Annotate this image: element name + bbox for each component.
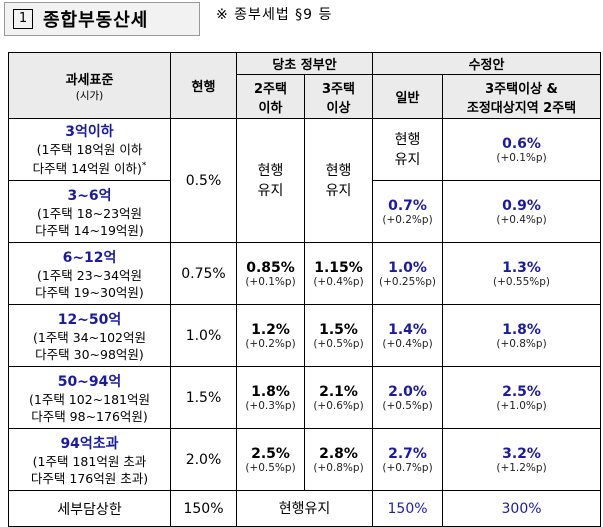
rev-multi-cell: 1.3% (+0.55%p) xyxy=(442,242,602,305)
header-rev-multi-home: 3주택이상 & 조정대상지역 2주택 xyxy=(442,74,602,119)
tax-cap-label: 세부담상한 xyxy=(8,490,171,527)
rev-general-cap-cell: 150% xyxy=(372,490,444,527)
tax-base-cell: 3억이하 (1주택 18억원 이하 다주택 14억원 이하)* xyxy=(8,118,171,181)
header-orig-three-or-more: 3주택 이상 xyxy=(303,74,374,119)
header-original-proposal: 당초 정부안 xyxy=(235,52,374,75)
current-rate-cell: 2.0% xyxy=(170,428,237,491)
section-title-box: 1 종합부동산세 xyxy=(4,2,200,36)
law-reference-note: ※ 종부세법 §9 등 xyxy=(216,7,333,23)
orig-cap-cell: 현행유지 xyxy=(235,490,374,527)
current-rate-cell: 0.5% xyxy=(170,118,237,243)
current-rate-cell: 1.5% xyxy=(170,366,237,429)
tax-base-cell: 3~6억 (1주택 18~23억원 다주택 14~19억원) xyxy=(8,180,171,243)
rev-general-cell: 2.0% (+0.5%p) xyxy=(372,366,444,429)
orig-two-cell: 1.2% (+0.2%p) xyxy=(236,304,305,367)
header-rev-general: 일반 xyxy=(372,74,444,119)
tax-base-cell: 50~94억 (1주택 102~181억원 다주택 98~176억원) xyxy=(8,366,171,429)
current-cap-cell: 150% xyxy=(170,490,237,527)
orig-three-cell: 2.8% (+0.8%p) xyxy=(303,428,374,491)
orig-two-cell: 0.85% (+0.1%p) xyxy=(236,242,305,305)
rev-general-cell: 현행 유지 xyxy=(372,118,444,181)
tax-base-cell: 12~50억 (1주택 34~102억원 다주택 30~98억원) xyxy=(8,304,171,367)
table-row: 94억초과 (1주택 181억원 초과 다주택 176억원 초과) 2.0% 2… xyxy=(8,428,602,491)
current-rate-cell: 0.75% xyxy=(170,242,237,305)
orig-three-cell: 1.5% (+0.5%p) xyxy=(303,304,374,367)
rev-multi-cell: 1.8% (+0.8%p) xyxy=(442,304,602,367)
rev-multi-cell: 2.5% (+1.0%p) xyxy=(442,366,602,429)
tax-base-cell: 6~12억 (1주택 23~34억원 다주택 19~30억원) xyxy=(8,242,171,305)
rev-multi-cell: 0.6% (+0.1%p) xyxy=(442,118,602,181)
tax-rate-table: 과세표준 (시가) 현행 당초 정부안 수정안 2주택 이하 3주택 이상 일반 3… xyxy=(8,52,602,527)
rev-general-cell: 1.4% (+0.4%p) xyxy=(372,304,444,367)
rev-multi-cell: 0.9% (+0.4%p) xyxy=(442,180,602,243)
orig-three-cell: 2.1% (+0.6%p) xyxy=(303,366,374,429)
rev-general-cell: 1.0% (+0.25%p) xyxy=(372,242,444,305)
header-tax-base: 과세표준 (시가) xyxy=(8,52,171,119)
rev-multi-cell: 3.2% (+1.2%p) xyxy=(442,428,602,491)
rev-general-cell: 0.7% (+0.2%p) xyxy=(372,180,444,243)
rev-general-cell: 2.7% (+0.7%p) xyxy=(372,428,444,491)
orig-two-cell: 1.8% (+0.3%p) xyxy=(236,366,305,429)
table-row: 3억이하 (1주택 18억원 이하 다주택 14억원 이하)* 0.5% 현행 유… xyxy=(8,118,602,243)
table-row: 12~50억 (1주택 34~102억원 다주택 30~98억원) 1.0% 1… xyxy=(8,304,602,367)
tax-base-cell: 94억초과 (1주택 181억원 초과 다주택 176억원 초과) xyxy=(8,428,171,491)
orig-two-cell: 현행 유지 xyxy=(236,118,305,243)
table-row: 세부담상한 150% 현행유지 150% 300% xyxy=(8,490,602,527)
table-row: 6~12억 (1주택 23~34억원 다주택 19~30억원) 0.75% 0.… xyxy=(8,242,602,305)
header-current: 현행 xyxy=(170,52,237,119)
current-rate-cell: 1.0% xyxy=(170,304,237,367)
header-revised-proposal: 수정안 xyxy=(372,52,602,75)
orig-three-cell: 1.15% (+0.4%p) xyxy=(303,242,374,305)
section-number: 1 xyxy=(13,9,33,29)
header-orig-two-or-less: 2주택 이하 xyxy=(236,74,305,119)
table-row: 50~94억 (1주택 102~181억원 다주택 98~176억원) 1.5%… xyxy=(8,366,602,429)
table-row: 3~6억 (1주택 18~23억원 다주택 14~19억원) 0.7% (+0.… xyxy=(8,180,602,243)
orig-three-cell: 현행 유지 xyxy=(303,118,374,243)
rev-multi-cap-cell: 300% xyxy=(442,490,602,527)
orig-two-cell: 2.5% (+0.5%p) xyxy=(236,428,305,491)
section-title: 종합부동산세 xyxy=(43,10,149,31)
